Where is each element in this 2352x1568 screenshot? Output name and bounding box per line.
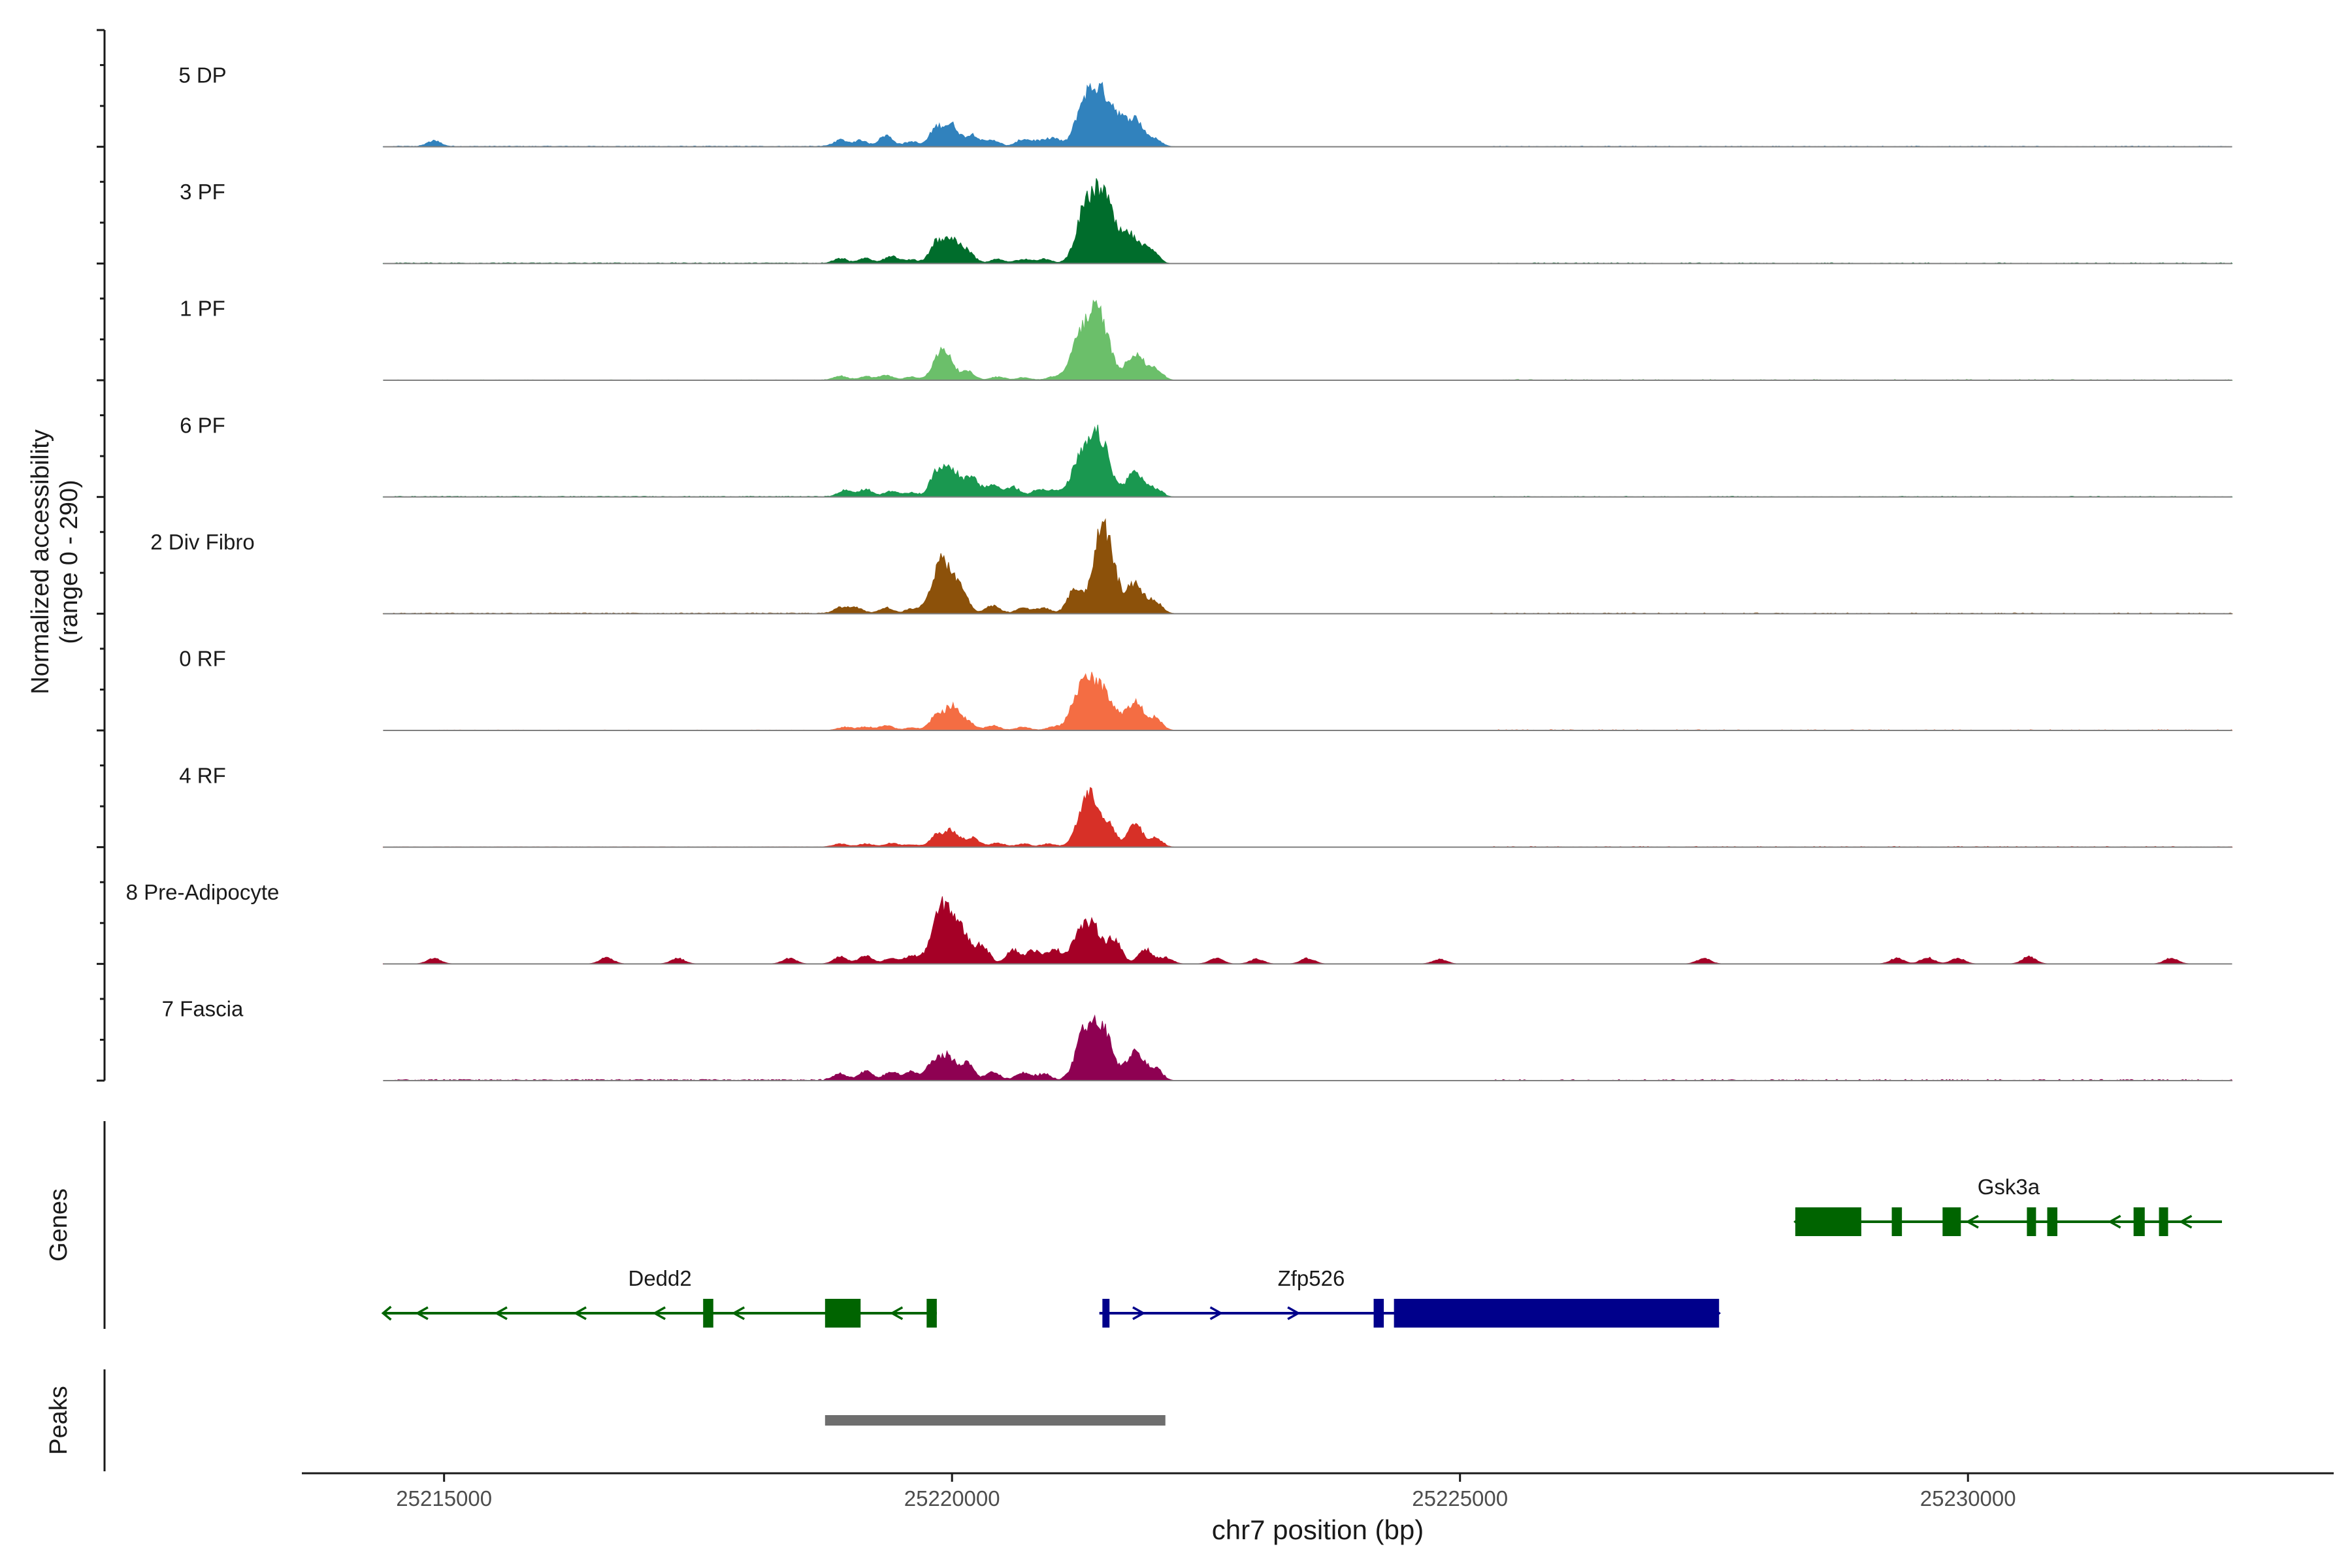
track-label: 7 Fascia bbox=[162, 997, 244, 1021]
strand-arrow bbox=[1209, 1306, 1224, 1320]
x-tick-label: 25215000 bbox=[396, 1486, 492, 1511]
gene-exon bbox=[1942, 1207, 1961, 1236]
gene-model: Dedd2 bbox=[381, 1266, 937, 1328]
genes-track: Dedd2 Zfp526 Gsk3a bbox=[381, 1175, 2222, 1328]
gene-exon bbox=[2159, 1207, 2168, 1236]
coverage-track: 4 RF bbox=[179, 763, 2233, 848]
track-label: 3 PF bbox=[180, 180, 225, 204]
x-tick-label: 25225000 bbox=[1412, 1486, 1508, 1511]
peak-region bbox=[825, 1415, 1166, 1426]
gene-exon bbox=[1102, 1299, 1110, 1328]
coverage-y-ticks bbox=[97, 29, 105, 1082]
coverage-track: 7 Fascia bbox=[162, 997, 2233, 1081]
track-label: 8 Pre-Adipocyte bbox=[126, 880, 280, 904]
coverage-track: 5 DP bbox=[178, 63, 2232, 148]
gene-label: Zfp526 bbox=[1278, 1266, 1345, 1290]
gene-exon bbox=[703, 1299, 713, 1328]
gene-exon bbox=[1891, 1207, 1903, 1236]
gene-label: Gsk3a bbox=[1978, 1175, 2040, 1199]
strand-arrow bbox=[731, 1306, 745, 1320]
peaks-track bbox=[825, 1415, 1166, 1426]
gene-exon bbox=[1394, 1299, 1720, 1328]
track-label: 0 RF bbox=[179, 647, 226, 671]
coverage-track: 0 RF bbox=[179, 647, 2233, 731]
gene-exon bbox=[2047, 1207, 2058, 1236]
track-label: 2 Div Fibro bbox=[150, 530, 255, 554]
strand-arrow bbox=[573, 1306, 587, 1320]
x-tick-label: 25230000 bbox=[1920, 1486, 2016, 1511]
strand-arrow bbox=[381, 1305, 392, 1321]
coverage-track: 3 PF bbox=[180, 178, 2233, 265]
coverage-track: 1 PF bbox=[180, 297, 2233, 381]
strand-arrow bbox=[889, 1306, 904, 1320]
x-axis-label: chr7 position (bp) bbox=[1212, 1514, 1424, 1545]
gene-model: Zfp526 bbox=[1099, 1266, 1721, 1328]
x-axis-ticks: 25215000 25220000 25225000 25230000 bbox=[396, 1473, 2016, 1511]
strand-arrow bbox=[1132, 1306, 1146, 1320]
coverage-tracks: 5 DP 3 PF 1 PF 6 PF 2 Div Fibro 0 RF 4 RF 8 Pre… bbox=[126, 63, 2234, 1081]
gene-exon bbox=[825, 1299, 861, 1328]
peaks-track-label: Peaks bbox=[45, 1386, 73, 1455]
strand-arrow bbox=[1965, 1215, 1979, 1229]
coverage-track: 8 Pre-Adipocyte bbox=[126, 880, 2232, 965]
y-axis-range: (range 0 - 290) bbox=[56, 480, 83, 644]
track-label: 5 DP bbox=[178, 63, 226, 87]
track-label: 1 PF bbox=[180, 297, 225, 321]
gene-model: Gsk3a bbox=[1793, 1175, 2222, 1236]
gene-label: Dedd2 bbox=[629, 1266, 692, 1290]
y-axis-label: Normalized accessibility bbox=[27, 429, 54, 694]
x-tick-label: 25220000 bbox=[904, 1486, 1000, 1511]
gene-exon bbox=[2027, 1207, 2036, 1236]
strand-arrow bbox=[652, 1306, 666, 1320]
strand-arrow bbox=[1287, 1306, 1301, 1320]
strand-arrow bbox=[415, 1306, 429, 1320]
gene-exon bbox=[1373, 1299, 1384, 1328]
genes-track-label: Genes bbox=[45, 1188, 73, 1262]
strand-arrow bbox=[494, 1306, 508, 1320]
coverage-track: 2 Div Fibro bbox=[150, 518, 2234, 615]
gene-exon bbox=[1795, 1207, 1861, 1236]
strand-arrow bbox=[2178, 1215, 2193, 1229]
coverage-track: 6 PF bbox=[180, 413, 2233, 498]
gene-exon bbox=[2133, 1207, 2145, 1236]
strand-arrow bbox=[2108, 1215, 2121, 1229]
gene-exon bbox=[926, 1299, 937, 1328]
track-label: 6 PF bbox=[180, 413, 225, 437]
track-label: 4 RF bbox=[179, 763, 226, 787]
